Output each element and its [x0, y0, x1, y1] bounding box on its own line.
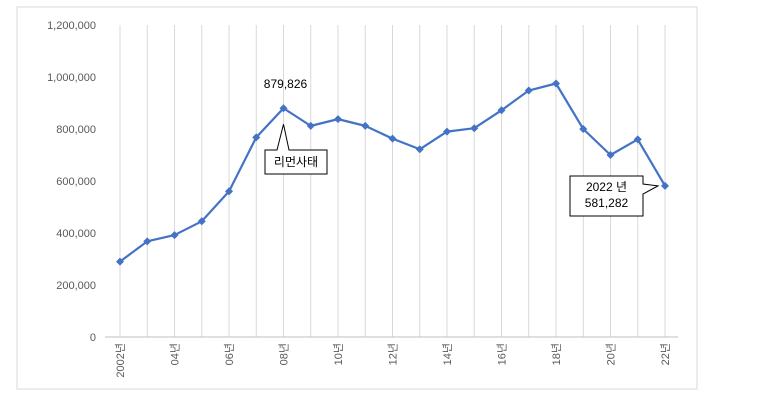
data-point: [524, 86, 533, 95]
data-point: [606, 151, 615, 159]
lehman-callout-box: [264, 124, 328, 175]
x-tick-label: 20년: [605, 343, 618, 365]
data-point: [279, 104, 288, 113]
data-point: [170, 231, 179, 240]
data-point: [388, 134, 397, 143]
y-tick-label: 1,000,000: [47, 72, 96, 84]
x-tick-label: 08년: [278, 343, 291, 365]
y-axis-ticks: 0 200,000 400,000 600,000 800,000 1,000,000 1,…: [47, 20, 96, 344]
data-point: [497, 106, 506, 115]
data-point: [470, 124, 479, 133]
x-tick-label: 2002년: [114, 343, 127, 378]
y-tick-label: 600,000: [56, 176, 96, 188]
x-tick-label: 06년: [223, 343, 236, 365]
data-point: [197, 217, 206, 226]
x-tick-label: 10년: [332, 343, 345, 365]
lehman-callout-text: 리먼사태: [274, 155, 318, 169]
data-point: [633, 135, 642, 144]
data-point: [225, 187, 233, 196]
y-tick-label: 0: [90, 332, 96, 344]
data-point: [579, 125, 588, 133]
data-point: [415, 145, 424, 154]
data-point: [361, 121, 370, 130]
data-point: [334, 115, 342, 124]
latest-value-callout: 2022 년 581,282: [569, 175, 660, 217]
data-point: [306, 121, 315, 130]
data-point: [661, 181, 669, 190]
y-tick-label: 800,000: [56, 124, 96, 136]
x-tick-label: 16년: [496, 343, 509, 365]
x-tick-label: 22년: [659, 343, 672, 365]
data-point: [443, 127, 451, 136]
latest-callout-value: 581,282: [585, 196, 629, 210]
lehman-callout: 리먼사태: [264, 124, 328, 175]
latest-callout-box: [569, 175, 660, 217]
latest-callout-year: 2022 년: [586, 180, 627, 194]
x-tick-label: 12년: [387, 343, 400, 365]
x-tick-label: 18년: [550, 343, 563, 365]
y-tick-label: 1,200,000: [47, 20, 96, 32]
data-markers: [116, 79, 669, 266]
x-tick-label: 14년: [441, 343, 454, 365]
data-point: [143, 237, 152, 246]
data-point: [116, 257, 124, 266]
data-point: [552, 79, 560, 88]
x-tick-label: 04년: [169, 343, 182, 365]
peak-value-label: 879,826: [264, 77, 308, 91]
data-point: [252, 133, 261, 142]
x-axis-ticks: 2002년 04년 06년 08년 10년 12년 14년 16년 18년 20년 22년: [114, 343, 672, 378]
y-tick-label: 400,000: [56, 228, 96, 240]
y-tick-label: 200,000: [56, 280, 96, 292]
